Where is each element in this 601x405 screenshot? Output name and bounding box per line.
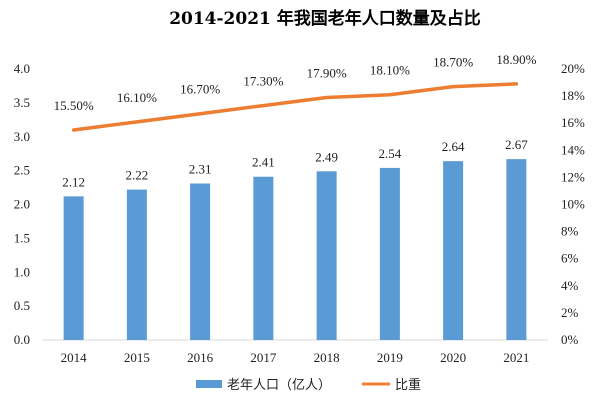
x-tick-label: 2016 xyxy=(187,350,214,365)
bar-value-label: 2.64 xyxy=(442,139,465,154)
legend-bar-label: 老年人口（亿人） xyxy=(227,378,331,393)
x-tick-label: 2020 xyxy=(440,350,466,365)
bar xyxy=(316,171,337,340)
left-axis: 0.0 0.5 1.0 1.5 2.0 2.5 3.0 3.5 4.0 xyxy=(14,61,30,347)
x-axis: 2014 2015 2016 2017 2018 2019 2020 2021 xyxy=(61,350,530,365)
line-value-label: 17.90% xyxy=(307,65,347,80)
x-tick-label: 2019 xyxy=(377,350,403,365)
y-right-tick-label: 12% xyxy=(561,169,585,184)
y-right-tick-label: 8% xyxy=(561,224,579,239)
bar xyxy=(253,176,274,340)
y-right-tick-label: 0% xyxy=(561,332,579,347)
bar-value-label: 2.22 xyxy=(126,168,149,183)
legend-bar-swatch xyxy=(196,380,222,388)
y-left-tick-label: 1.0 xyxy=(14,264,30,279)
bar-value-label: 2.12 xyxy=(62,174,85,189)
x-tick-label: 2015 xyxy=(124,350,150,365)
y-right-tick-label: 10% xyxy=(561,197,585,212)
bar-data-labels: 2.12 2.22 2.31 2.41 2.49 2.54 2.64 2.67 xyxy=(62,137,528,189)
y-right-tick-label: 14% xyxy=(561,142,585,157)
bar-value-label: 2.67 xyxy=(505,137,528,152)
y-right-tick-label: 16% xyxy=(561,115,585,130)
bar-series xyxy=(63,159,527,340)
legend-line-label: 比重 xyxy=(395,377,421,393)
x-tick-label: 2014 xyxy=(61,350,88,365)
bar xyxy=(190,183,211,340)
ratio-line xyxy=(71,82,519,132)
y-left-tick-label: 0.0 xyxy=(14,332,30,347)
bar xyxy=(379,167,400,340)
y-right-tick-label: 6% xyxy=(561,251,579,266)
line-value-label: 16.10% xyxy=(117,90,157,105)
x-tick-label: 2021 xyxy=(503,350,529,365)
y-left-tick-label: 1.5 xyxy=(14,230,30,245)
bar xyxy=(63,196,84,340)
line-value-label: 18.90% xyxy=(496,52,536,67)
line-data-labels: 15.50% 16.10% 16.70% 17.30% 17.90% 18.10% 18.7… xyxy=(54,52,537,113)
y-right-tick-label: 18% xyxy=(561,88,585,103)
line-value-label: 15.50% xyxy=(54,98,94,113)
bar-value-label: 2.31 xyxy=(189,161,212,176)
y-right-tick-label: 20% xyxy=(561,61,585,76)
bar xyxy=(506,159,527,340)
y-left-tick-label: 3.0 xyxy=(14,129,30,144)
legend: 老年人口（亿人） 比重 xyxy=(196,377,421,393)
line-value-label: 16.70% xyxy=(180,82,220,97)
y-left-tick-label: 3.5 xyxy=(14,95,30,110)
bar-value-label: 2.49 xyxy=(315,149,338,164)
line-value-label: 18.10% xyxy=(370,63,410,78)
y-right-tick-label: 2% xyxy=(561,305,579,320)
right-axis: 0% 2% 4% 6% 8% 10% 12% 14% 16% 18% 20% xyxy=(561,61,585,347)
bar xyxy=(126,189,147,340)
x-tick-label: 2017 xyxy=(250,350,277,365)
y-left-tick-label: 0.5 xyxy=(14,298,30,313)
x-tick-label: 2018 xyxy=(314,350,340,365)
line-value-label: 17.30% xyxy=(243,74,283,89)
y-left-tick-label: 2.5 xyxy=(14,163,30,178)
bar-value-label: 2.54 xyxy=(379,146,402,161)
line-series xyxy=(71,82,519,132)
bar xyxy=(443,161,464,340)
bar-value-label: 2.41 xyxy=(252,155,275,170)
chart-title: 2014-2021 年我国老年人口数量及占比 xyxy=(169,8,481,29)
y-left-tick-label: 2.0 xyxy=(14,197,30,212)
line-value-label: 18.70% xyxy=(433,55,473,70)
y-left-tick-label: 4.0 xyxy=(14,61,30,76)
y-right-tick-label: 4% xyxy=(561,278,579,293)
